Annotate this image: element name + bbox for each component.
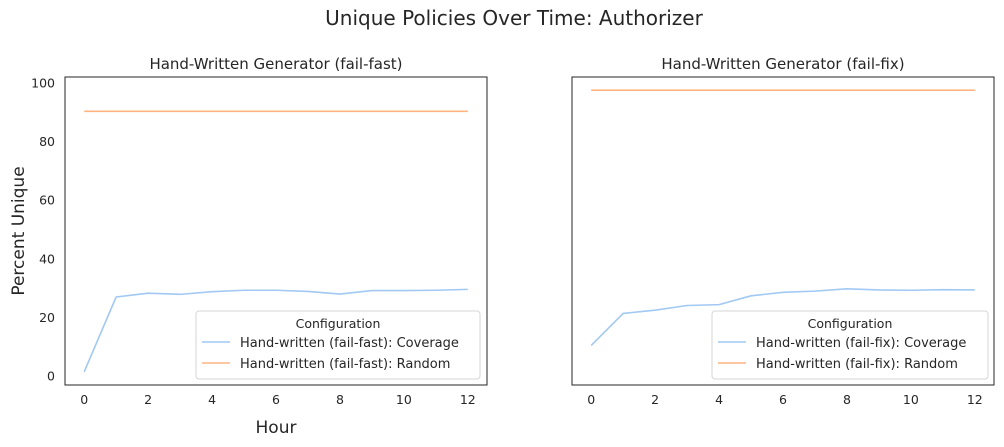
x-tick-label: 4 (715, 392, 723, 407)
legend: Configuration Hand-written (fail-fast): C… (195, 310, 481, 380)
x-tick-label: 12 (460, 392, 476, 407)
panel-title: Hand-Written Generator (fail-fast) (149, 55, 402, 73)
y-tick-label: 0 (47, 369, 55, 384)
legend-entry: Hand-written (fail-fix): Coverage (756, 336, 966, 351)
legend-box (195, 310, 481, 380)
x-tick-label: 6 (779, 392, 787, 407)
x-tick-label: 0 (587, 392, 595, 407)
x-tick-label: 10 (396, 392, 412, 407)
legend-entry: Hand-written (fail-fast): Coverage (240, 336, 459, 351)
x-tick-label: 12 (967, 392, 983, 407)
axes-frame (571, 76, 995, 386)
y-tick-label: 40 (39, 251, 55, 266)
panel-2: Hand-Written Generator (fail-fix) 0 2 4 6 8 10… (571, 55, 995, 407)
x-tick-label: 2 (651, 392, 659, 407)
x-tick-label: 4 (208, 392, 216, 407)
panel-1: Hand-Written Generator (fail-fast) 0 2 4 6 8 1… (9, 55, 488, 438)
x-tick-label: 10 (903, 392, 919, 407)
y-tick-label: 80 (39, 134, 55, 149)
x-tick-label: 2 (144, 392, 152, 407)
figure-title: Unique Policies Over Time: Authorizer (325, 6, 703, 30)
x-axis-label: Hour (256, 418, 297, 438)
legend-title: Configuration (296, 316, 381, 331)
y-tick-label: 20 (39, 310, 55, 325)
x-tick-label: 8 (843, 392, 851, 407)
x-tick-label: 0 (80, 392, 88, 407)
legend: Configuration Hand-written (fail-fix): Co… (711, 310, 989, 380)
y-tick-label: 100 (31, 75, 55, 90)
axes-frame (64, 76, 488, 386)
panel-title: Hand-Written Generator (fail-fix) (661, 55, 904, 73)
y-axis-label: Percent Unique (9, 166, 29, 295)
legend-entry: Hand-written (fail-fix): Random (756, 357, 958, 372)
y-tick-label: 60 (39, 193, 55, 208)
x-tick-label: 8 (336, 392, 344, 407)
x-tick-label: 6 (272, 392, 280, 407)
legend-title: Configuration (808, 316, 893, 331)
legend-entry: Hand-written (fail-fast): Random (240, 357, 450, 372)
legend-box (711, 310, 989, 380)
